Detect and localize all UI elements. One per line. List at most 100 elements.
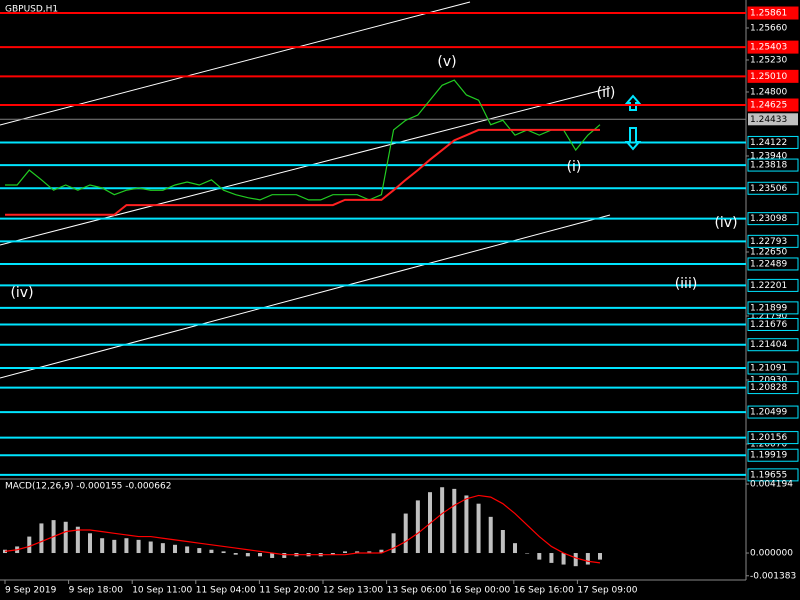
y-tick-label: 1.23940: [750, 151, 787, 161]
macd-bar: [160, 543, 165, 554]
x-tick-label: 9 Sep 18:00: [69, 586, 124, 596]
macd-bar: [379, 549, 384, 554]
macd-bar: [513, 543, 517, 554]
y-tick-label: 1.22650: [750, 247, 787, 257]
macd-bar: [440, 487, 445, 554]
level-label: 1.25861: [750, 9, 787, 19]
wave-label: (ii): [597, 85, 616, 101]
macd-bar: [343, 551, 347, 554]
macd-bar: [88, 533, 92, 554]
level-label-box: [747, 381, 799, 395]
level-label: 1.20156: [750, 433, 787, 443]
level-label-box: [747, 181, 799, 195]
level-label: 1.23506: [750, 184, 787, 194]
level-label-box: [747, 212, 799, 226]
current-price-label: 1.24433: [750, 115, 787, 125]
level-label-box: [747, 98, 799, 112]
macd-bar: [39, 523, 44, 554]
level-label-box: [747, 431, 799, 445]
macd-bar: [330, 553, 335, 555]
macd-bar: [75, 526, 80, 554]
macd-bar: [124, 538, 129, 554]
level-label-box: [747, 317, 799, 331]
wave-label: (i): [567, 159, 582, 175]
x-tick-label: 17 Sep 09:00: [577, 586, 637, 596]
level-label-box: [747, 278, 799, 292]
level-label-box: [747, 158, 799, 172]
macd-bar: [148, 541, 153, 554]
macd-bar: [197, 548, 202, 554]
macd-bar: [63, 521, 68, 554]
level-label-box: [747, 257, 799, 271]
level-label: 1.23818: [750, 161, 787, 171]
macd-bar: [464, 495, 469, 554]
macd-bar: [585, 553, 590, 565]
level-label: 1.20828: [750, 383, 787, 393]
x-tick-label: 11 Sep 20:00: [259, 586, 319, 596]
x-tick-label: 12 Sep 13:00: [323, 586, 383, 596]
macd-bar: [221, 551, 226, 554]
level-label: 1.21676: [750, 320, 787, 330]
macd-bar: [403, 513, 408, 554]
macd-bar: [537, 553, 542, 560]
macd-bar: [136, 539, 141, 554]
level-label: 1.24122: [750, 138, 787, 148]
level-label-box: [747, 468, 799, 482]
macd-bar: [367, 551, 372, 554]
moving-average: [5, 128, 600, 216]
x-tick-label: 16 Sep 16:00: [514, 586, 574, 596]
macd-bar: [598, 553, 602, 560]
y-tick-label: 1.25660: [750, 23, 787, 33]
macd-bar: [233, 553, 238, 555]
macd-bar: [452, 488, 457, 554]
macd-bar: [100, 538, 105, 554]
macd-bar: [488, 516, 493, 554]
level-label: 1.21899: [750, 303, 787, 313]
y-tick-label: -0.001383: [750, 571, 796, 581]
level-label-box: [747, 361, 799, 375]
macd-bar: [209, 549, 214, 554]
y-tick-label: 1.20930: [750, 375, 787, 385]
wave-label: (v): [437, 54, 456, 70]
level-label: 1.23098: [750, 214, 787, 224]
level-label: 1.25010: [750, 72, 787, 82]
level-label-box: [747, 338, 799, 352]
level-label: 1.22201: [750, 281, 787, 291]
chart-title: GBPUSD,H1: [5, 5, 58, 15]
y-tick-label: 1.21790: [750, 311, 787, 321]
macd-bar: [476, 503, 481, 554]
macd-bar: [500, 530, 505, 554]
macd-bar: [428, 492, 432, 554]
macd-bar: [112, 539, 117, 554]
level-label: 1.21091: [750, 364, 787, 374]
level-label-box: [747, 135, 799, 149]
level-label: 1.20499: [750, 408, 787, 418]
x-tick-label: 13 Sep 06:00: [387, 586, 447, 596]
level-label: 1.22793: [750, 237, 787, 247]
y-tick-label: 0.004194: [750, 480, 793, 490]
level-label: 1.22489: [750, 259, 787, 269]
level-label: 1.19919: [750, 451, 787, 461]
macd-bar: [573, 553, 578, 567]
level-label-box: [747, 69, 799, 83]
price-line: [5, 79, 601, 201]
signal-line: [4, 494, 601, 564]
level-label: 1.24625: [750, 101, 787, 111]
y-tick-label: 1.24800: [750, 87, 787, 97]
wave-label: (iv): [714, 215, 737, 231]
macd-bar: [355, 551, 360, 554]
macd-bar: [173, 544, 177, 554]
macd-bar: [561, 553, 566, 565]
level-label-box: [747, 448, 799, 462]
wave-label: (iii): [675, 276, 698, 292]
indicator-title: MACD(12,26,9) -0.000155 -0.000662: [5, 482, 171, 492]
macd-bar: [27, 536, 32, 554]
macd-bar: [270, 553, 275, 558]
y-tick-label: 1.25230: [750, 55, 787, 65]
level-label: 1.25403: [750, 43, 787, 53]
x-tick-label: 9 Sep 2019: [5, 586, 57, 596]
wave-label: (iv): [10, 285, 33, 301]
level-label-box: [747, 6, 799, 20]
